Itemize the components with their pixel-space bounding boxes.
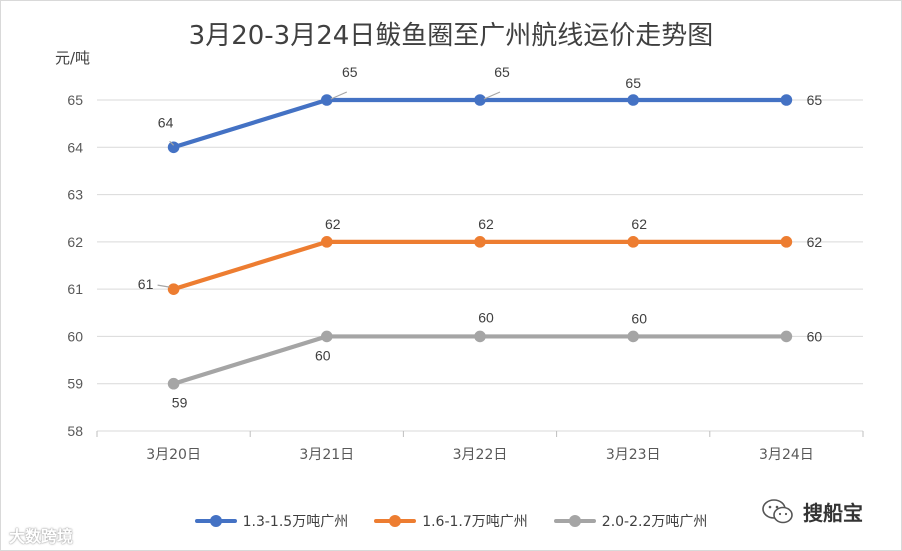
- data-point: [474, 236, 486, 248]
- data-label: 60: [631, 310, 647, 326]
- legend-swatch: [553, 515, 596, 527]
- watermark-right: 搜船宝: [761, 497, 863, 526]
- data-point: [780, 236, 793, 248]
- data-label: 62: [325, 216, 341, 232]
- data-point: [167, 141, 180, 154]
- data-label: 60: [315, 347, 331, 363]
- data-point: [780, 330, 793, 343]
- y-tick-label: 60: [67, 328, 83, 344]
- x-tick-label: 3月24日: [759, 447, 814, 463]
- legend-swatch: [374, 515, 417, 527]
- legend-swatch: [194, 515, 237, 527]
- data-label: 60: [478, 309, 494, 325]
- data-point: [627, 236, 639, 248]
- x-tick-label: 3月23日: [606, 447, 661, 463]
- label-leader-line: [169, 140, 175, 146]
- wechat-icon: [762, 498, 793, 523]
- legend-label: 1.3-1.5万吨广州: [242, 514, 349, 530]
- series-line: [171, 239, 789, 292]
- legend-entry: 1.3-1.5万吨广州: [194, 511, 349, 531]
- y-tick-label: 64: [67, 139, 83, 155]
- x-tick-label: 3月22日: [453, 447, 508, 463]
- y-tick-label: 61: [67, 281, 83, 297]
- data-point: [780, 94, 793, 106]
- watermark-left: 大数跨境: [9, 527, 74, 546]
- data-point: [321, 94, 333, 106]
- data-label: 65: [807, 92, 823, 108]
- y-tick-label: 58: [67, 423, 83, 439]
- data-label: 64: [158, 114, 174, 130]
- data-point: [474, 94, 486, 106]
- y-tick-label: 62: [67, 234, 83, 250]
- data-label: 62: [631, 216, 647, 232]
- legend-label: 2.0-2.2万吨广州: [601, 514, 708, 530]
- line-chart: 58 59 60 61 62 63 64 65 3月20日 3月21日 3月22日 3月23日 3月24…: [67, 64, 864, 463]
- legend-entry: 2.0-2.2万吨广州: [553, 511, 708, 531]
- chart-title: 3月20-3月24日鲅鱼圈至广州航线运价走势图: [188, 21, 714, 51]
- label-leader-line: [483, 91, 501, 100]
- y-axis-label: 元/吨: [55, 49, 91, 67]
- data-label: 65: [494, 64, 510, 80]
- data-point: [627, 330, 639, 343]
- legend-entry: 1.6-1.7万吨广州: [374, 511, 528, 531]
- data-point: [474, 330, 486, 343]
- data-point: [321, 236, 333, 248]
- data-point: [167, 283, 180, 295]
- data-point: [321, 330, 333, 343]
- x-tick-label: 3月20日: [146, 447, 201, 463]
- data-label: 59: [172, 395, 188, 411]
- data-point: [167, 377, 180, 390]
- series-line: [171, 97, 789, 150]
- x-tick-label: 3月21日: [299, 447, 354, 463]
- y-tick-label: 65: [67, 92, 83, 108]
- series-line: [171, 334, 789, 386]
- label-leader-line: [157, 284, 170, 288]
- label-leader-line: [330, 91, 348, 100]
- data-label: 65: [342, 64, 358, 80]
- data-label: 61: [138, 276, 154, 292]
- data-label: 60: [807, 328, 823, 344]
- legend-label: 1.6-1.7万吨广州: [422, 514, 528, 530]
- data-label: 62: [478, 216, 494, 232]
- data-label: 62: [807, 234, 823, 250]
- data-label: 65: [625, 75, 641, 91]
- y-tick-label: 63: [67, 187, 83, 203]
- y-tick-label: 59: [67, 376, 83, 392]
- chart-legend: 1.3-1.5万吨广州 1.6-1.7万吨广州 2.0-2.2万吨广州: [1, 511, 901, 531]
- data-point: [627, 94, 639, 106]
- watermark-right-text: 搜船宝: [803, 501, 863, 525]
